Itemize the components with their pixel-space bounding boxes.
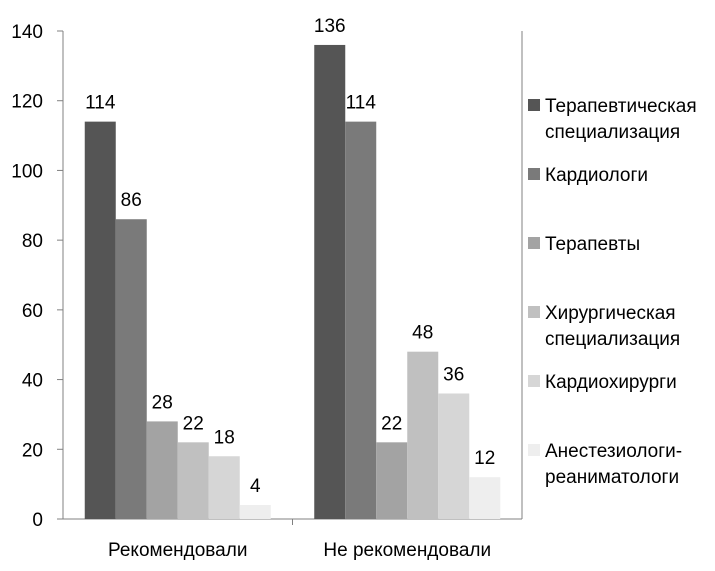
data-label: 28 [152,392,173,413]
bar [345,121,377,519]
legend-swatch [528,168,540,180]
legend-swatch [528,99,540,111]
bar [208,456,240,519]
bar [177,442,209,519]
data-label: 114 [85,93,116,114]
data-label: 18 [214,427,235,448]
bar [469,477,501,519]
y-tick-label: 140 [11,22,43,43]
legend-label: специализация [545,122,680,143]
chart-data-labels: 114 86 28 22 18 4 136 114 22 48 36 12 [85,16,495,497]
legend-swatch [528,444,540,456]
legend-label: Терапевты [545,234,640,255]
legend-swatch [528,306,540,318]
y-tick-label: 0 [32,510,43,531]
data-label: 114 [346,93,377,114]
chart-legend: Терапевтическая специализация Кардиологи Те… [528,96,697,488]
data-label: 12 [474,448,495,469]
bar [146,421,178,519]
legend-label: реаниматологи [545,467,679,488]
chart-axes: 0 20 40 60 80 100 120 140 Рекомендовали Не рекоме… [11,22,523,561]
legend-swatch [528,237,540,249]
legend-label: Кардиологи [545,165,648,186]
data-label: 36 [443,365,464,386]
y-tick-label: 60 [22,301,43,322]
y-tick-label: 40 [22,371,43,392]
x-category-label: Не рекомендовали [323,540,491,561]
data-label: 4 [250,476,261,497]
bar [84,121,116,519]
data-label: 86 [121,190,142,211]
y-tick-label: 100 [11,161,43,182]
legend-swatch [528,375,540,387]
legend-label: Анестезиологи- [545,441,682,462]
chart-bars [84,44,501,519]
y-tick-label: 20 [22,440,43,461]
data-label: 48 [412,323,433,344]
bar [314,44,346,519]
data-label: 136 [314,16,346,37]
legend-label: специализация [545,329,680,350]
bar [115,219,147,519]
legend-label: Терапевтическая [545,96,697,117]
legend-label: Кардиохирурги [545,372,677,393]
y-tick-label: 120 [11,92,43,113]
x-category-label: Рекомендовали [108,540,247,561]
bar [376,442,408,519]
y-tick-label: 80 [22,231,43,252]
bar [239,505,271,519]
legend-label: Хирургическая [545,303,676,324]
data-label: 22 [381,413,402,434]
bar [407,351,439,519]
bar [438,393,470,519]
data-label: 22 [183,413,204,434]
